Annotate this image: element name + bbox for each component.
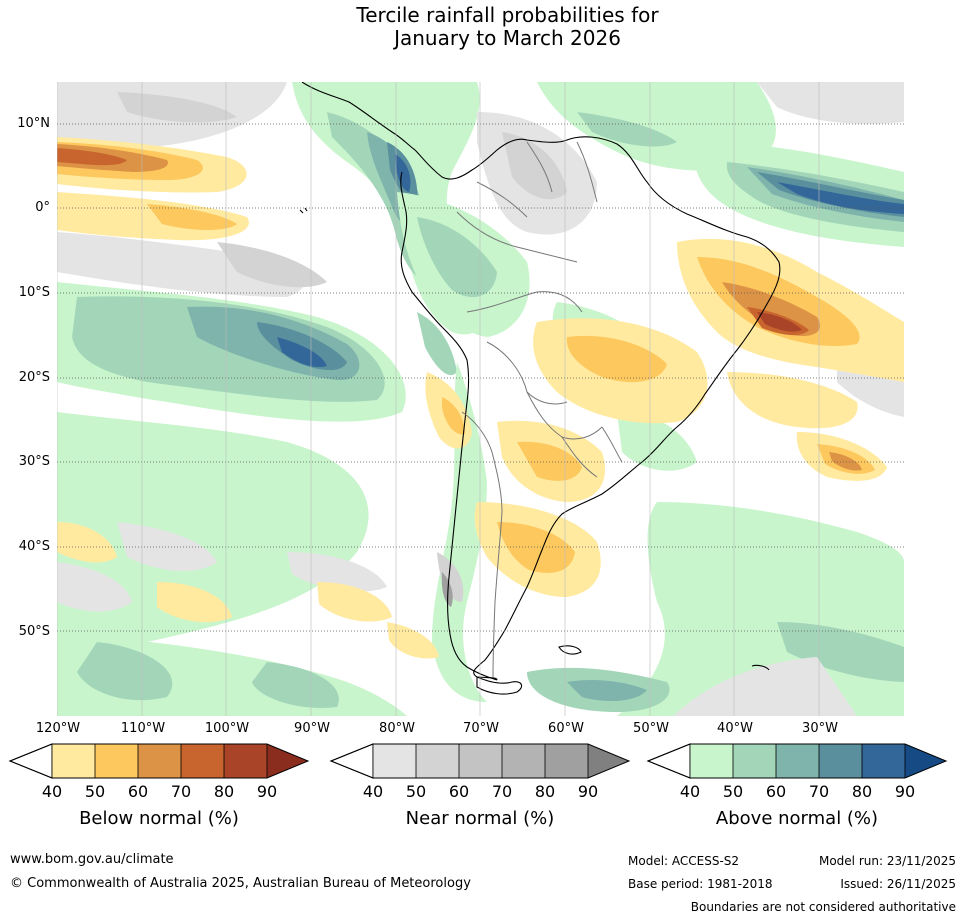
near-normal-swatch-3: [459, 744, 502, 778]
below-normal-colorbar: [8, 743, 310, 779]
lon-label-90w: 90°W: [294, 721, 330, 736]
below-normal-title: Below normal (%): [79, 808, 239, 829]
lat-label-0: 0°: [35, 200, 50, 215]
lon-label-120w: 120°W: [35, 721, 81, 736]
above-normal-swatch-1: [690, 744, 733, 778]
near-normal-tick-80: 80: [534, 782, 556, 801]
lat-label-40s: 40°S: [18, 539, 50, 554]
lon-label-80w: 80°W: [379, 721, 415, 736]
near-normal-colorbar: [329, 743, 631, 779]
rainfall-probability-map: [57, 82, 904, 716]
near-normal-tick-50: 50: [405, 782, 427, 801]
near-normal-tick-70: 70: [491, 782, 513, 801]
below-normal-tick-50: 50: [84, 782, 106, 801]
above-normal-swatch-5: [862, 744, 905, 778]
below-normal-swatch-1: [52, 744, 95, 778]
above-normal-swatch-4: [819, 744, 862, 778]
near-normal-tick-90: 90: [577, 782, 599, 801]
near-normal-tick-40: 40: [362, 782, 384, 801]
boundaries-disclaimer: Boundaries are not considered authoritat…: [690, 900, 956, 914]
below-normal-swatch-6: [267, 744, 308, 778]
title-line-2: January to March 2026: [394, 26, 621, 50]
above-normal-swatch-3: [776, 744, 819, 778]
meridians: [57, 82, 820, 716]
above-normal-tick-40: 40: [679, 782, 701, 801]
below-normal-swatch-4: [181, 744, 224, 778]
above-normal-tick-70: 70: [808, 782, 830, 801]
below-normal-swatch-3: [138, 744, 181, 778]
lat-label-10s: 10°S: [18, 285, 50, 300]
lon-label-100w: 100°W: [204, 721, 250, 736]
copyright-text: © Commonwealth of Australia 2025, Austra…: [10, 876, 471, 891]
model-name: Model: ACCESS-S2: [628, 854, 740, 868]
near-normal-tick-60: 60: [448, 782, 470, 801]
below-normal-tick-60: 60: [127, 782, 149, 801]
base-period: Base period: 1981-2018: [628, 877, 773, 891]
above-normal-tick-90: 90: [894, 782, 916, 801]
country-borders: [456, 141, 623, 678]
lon-label-70w: 70°W: [463, 721, 499, 736]
issued-date: Issued: 26/11/2025: [840, 877, 956, 891]
near-normal-swatch-6: [588, 744, 629, 778]
near-normal-swatch-1: [373, 744, 416, 778]
coastlines: [299, 82, 781, 695]
lat-label-30s: 30°S: [18, 454, 50, 469]
below-normal-tick-40: 40: [41, 782, 63, 801]
map-svg: [57, 82, 904, 716]
below-normal-tick-90: 90: [256, 782, 278, 801]
above-normal-swatch-6: [905, 744, 946, 778]
below-normal-swatch-2: [95, 744, 138, 778]
lat-label-50s: 50°S: [18, 624, 50, 639]
lat-label-20s: 20°S: [18, 370, 50, 385]
map-title: Tercile rainfall probabilities for Janua…: [0, 4, 965, 50]
below-normal-swatch-5: [224, 744, 267, 778]
near-normal-title: Near normal (%): [405, 808, 555, 829]
lon-label-110w: 110°W: [120, 721, 166, 736]
near-normal-swatch-0: [329, 743, 374, 779]
below-normal-regions: [57, 137, 904, 659]
above-normal-swatch-2: [733, 744, 776, 778]
above-normal-colorbar: [646, 743, 948, 779]
near-normal-swatch-2: [416, 744, 459, 778]
below-normal-tick-80: 80: [213, 782, 235, 801]
above-normal-swatch-0: [646, 743, 691, 779]
graticule: [57, 123, 904, 632]
lon-label-60w: 60°W: [548, 721, 584, 736]
website-link[interactable]: www.bom.gov.au/climate: [10, 852, 174, 867]
below-normal-swatch-0: [8, 743, 53, 779]
lon-label-30w: 30°W: [802, 721, 838, 736]
above-normal-tick-60: 60: [765, 782, 787, 801]
lon-label-50w: 50°W: [633, 721, 669, 736]
below-normal-tick-70: 70: [170, 782, 192, 801]
near-normal-swatch-4: [502, 744, 545, 778]
lon-label-40w: 40°W: [717, 721, 753, 736]
title-line-1: Tercile rainfall probabilities for: [356, 3, 659, 27]
above-normal-tick-80: 80: [851, 782, 873, 801]
near-normal-swatch-5: [545, 744, 588, 778]
above-normal-tick-50: 50: [722, 782, 744, 801]
above-normal-title: Above normal (%): [715, 808, 879, 829]
model-run-date: Model run: 23/11/2025: [818, 854, 956, 868]
lat-label-10n: 10°N: [17, 116, 50, 131]
